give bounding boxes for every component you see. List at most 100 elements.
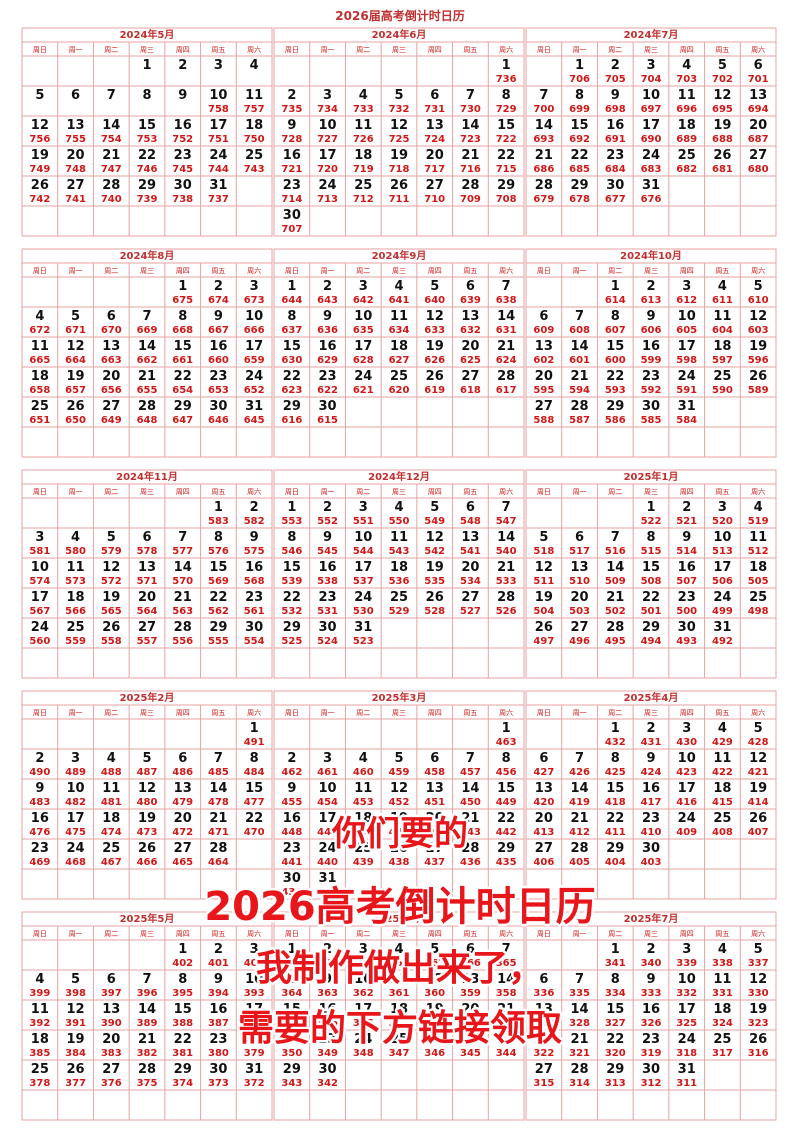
day-number: 4	[718, 279, 727, 294]
countdown: 589	[748, 385, 769, 396]
day-number: 3	[718, 500, 727, 515]
countdown: 631	[496, 325, 517, 336]
day-number: 26	[31, 178, 49, 193]
countdown: 577	[172, 546, 193, 557]
day-number: 5	[394, 88, 403, 103]
day-number: 8	[178, 972, 187, 987]
countdown: 751	[208, 134, 229, 145]
day-number: 10	[67, 781, 85, 796]
countdown: 414	[748, 797, 769, 808]
countdown: 334	[605, 988, 626, 999]
day-number: 16	[283, 148, 301, 163]
countdown: 732	[389, 104, 410, 115]
countdown: 465	[172, 857, 193, 868]
countdown: 557	[137, 636, 158, 647]
day-number: 26	[713, 148, 731, 163]
day-number: 22	[642, 590, 660, 605]
day-number: 30	[606, 178, 624, 193]
countdown: 378	[29, 1078, 50, 1089]
countdown: 689	[676, 134, 697, 145]
countdown: 349	[317, 1048, 338, 1059]
countdown: 469	[29, 857, 50, 868]
countdown: 649	[101, 415, 122, 426]
countdown: 758	[208, 104, 229, 115]
day-number: 7	[502, 279, 511, 294]
day-number: 16	[319, 339, 337, 354]
day-number: 1	[178, 942, 187, 957]
countdown: 693	[533, 134, 554, 145]
day-number: 22	[497, 811, 515, 826]
countdown: 363	[317, 988, 338, 999]
day-number: 7	[502, 942, 511, 957]
countdown: 695	[712, 104, 733, 115]
day-number: 1	[214, 500, 223, 515]
day-number: 18	[713, 781, 731, 796]
day-number: 2	[646, 942, 655, 957]
countdown: 578	[137, 546, 158, 557]
day-number: 31	[678, 1062, 696, 1077]
day-number: 10	[354, 972, 372, 987]
day-number: 29	[174, 399, 192, 414]
weekday: 周日	[537, 709, 551, 717]
countdown: 733	[353, 104, 374, 115]
day-number: 6	[178, 751, 187, 766]
countdown: 356	[317, 1018, 338, 1029]
day-number: 27	[174, 841, 192, 856]
day-number: 9	[646, 751, 655, 766]
countdown: 645	[244, 415, 265, 426]
day-number: 3	[682, 942, 691, 957]
day-number: 21	[138, 369, 156, 384]
day-number: 24	[31, 620, 49, 635]
countdown: 389	[137, 1018, 158, 1029]
day-number: 2	[682, 500, 691, 515]
countdown: 461	[317, 767, 338, 778]
day-number: 24	[678, 1032, 696, 1047]
weekday: 周六	[247, 266, 261, 275]
countdown: 584	[676, 415, 697, 426]
countdown: 449	[496, 797, 517, 808]
day-number: 6	[430, 88, 439, 103]
countdown: 656	[101, 385, 122, 396]
day-number: 2	[323, 500, 332, 515]
weekday: 周二	[608, 930, 622, 938]
countdown: 743	[244, 164, 265, 175]
countdown: 382	[137, 1048, 158, 1059]
countdown: 676	[641, 194, 662, 205]
day-number: 9	[287, 118, 296, 133]
countdown: 697	[641, 104, 662, 115]
day-number: 24	[209, 148, 227, 163]
countdown: 364	[281, 988, 302, 999]
countdown: 443	[460, 827, 481, 838]
day-number: 10	[678, 309, 696, 324]
countdown: 539	[281, 576, 302, 587]
countdown: 438	[389, 857, 410, 868]
countdown: 507	[676, 576, 697, 587]
day-number: 23	[209, 1032, 227, 1047]
countdown: 657	[65, 385, 86, 396]
countdown: 440	[317, 857, 338, 868]
countdown: 684	[605, 164, 626, 175]
day-number: 1	[287, 500, 296, 515]
countdown: 454	[317, 797, 338, 808]
day-number: 14	[497, 309, 515, 324]
day-number: 19	[426, 1002, 444, 1017]
day-number: 4	[71, 530, 80, 545]
day-number: 31	[678, 399, 696, 414]
day-number: 21	[571, 1032, 589, 1047]
day-number: 22	[245, 811, 263, 826]
day-number: 25	[31, 1062, 49, 1077]
countdown: 314	[569, 1078, 590, 1089]
weekday: 周六	[751, 487, 765, 496]
countdown: 529	[389, 606, 410, 617]
day-number: 27	[749, 148, 767, 163]
day-number: 7	[539, 88, 548, 103]
countdown: 531	[317, 606, 338, 617]
countdown: 375	[137, 1078, 158, 1089]
day-number: 26	[102, 620, 120, 635]
countdown: 344	[496, 1048, 517, 1059]
countdown: 606	[641, 325, 662, 336]
day-number: 7	[502, 500, 511, 515]
